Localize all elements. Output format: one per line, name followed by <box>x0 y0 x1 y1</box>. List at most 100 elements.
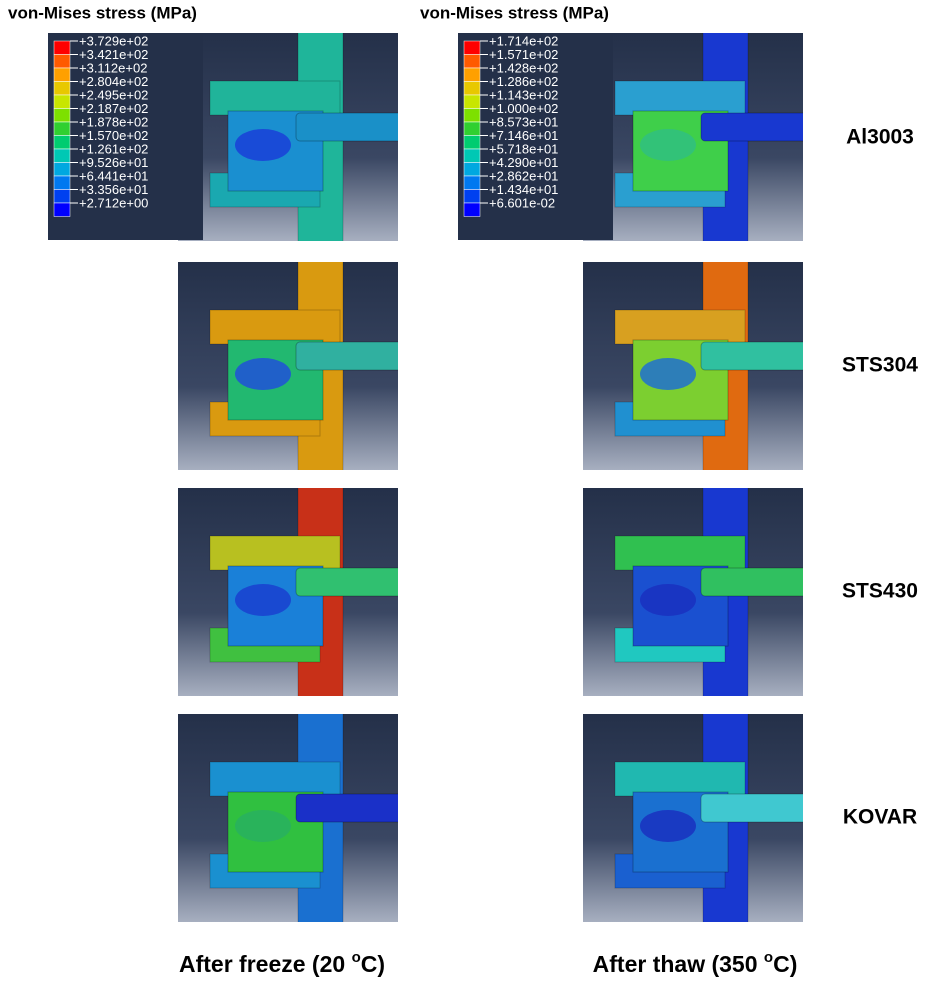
contour-panel <box>178 33 398 241</box>
legend-label: +2.804e+02 <box>79 74 148 89</box>
legend-label: +6.601e-02 <box>489 195 555 210</box>
legend-label: +6.441e+01 <box>79 168 148 183</box>
legend-label: +1.878e+02 <box>79 114 148 129</box>
stress-blob <box>640 584 696 616</box>
legend-label: +5.718e+01 <box>489 141 558 156</box>
legend-label: +9.526e+01 <box>79 155 148 170</box>
tube <box>295 567 398 597</box>
header: von-Mises stress (MPa) <box>420 3 609 22</box>
legend-label: +3.356e+01 <box>79 182 148 197</box>
legend-label: +1.261e+02 <box>79 141 148 156</box>
legend-swatch <box>463 54 481 69</box>
legend-label: +1.143e+02 <box>489 87 558 102</box>
legend-label: +1.428e+02 <box>489 60 558 75</box>
upper-flange <box>614 309 746 345</box>
contour-panel <box>583 488 803 696</box>
legend-swatch <box>53 148 71 163</box>
upper-flange <box>209 535 341 571</box>
legend-swatch <box>463 94 481 109</box>
panel-body <box>178 33 398 241</box>
legend: +1.714e+02+1.571e+02+1.428e+02+1.286e+02… <box>458 33 613 240</box>
legend-label: +1.714e+02 <box>489 33 558 48</box>
panel-body <box>583 33 803 241</box>
legend-swatch <box>53 94 71 109</box>
legend: +3.729e+02+3.421e+02+3.112e+02+2.804e+02… <box>48 33 203 240</box>
legend-label: +1.571e+02 <box>489 47 558 62</box>
legend-label: +2.495e+02 <box>79 87 148 102</box>
legend-swatch <box>463 148 481 163</box>
stress-blob <box>640 358 696 390</box>
legend-label: +1.286e+02 <box>489 74 558 89</box>
legend-label: +1.434e+01 <box>489 182 558 197</box>
legend-label: +3.112e+02 <box>79 60 147 75</box>
contour-panel <box>178 262 398 470</box>
label-tail: C) <box>361 951 385 977</box>
panel-body <box>583 714 803 922</box>
legend-swatch <box>463 67 481 82</box>
column-label: After thaw (350 oC) <box>593 949 798 977</box>
legend-label: +1.570e+02 <box>79 128 148 143</box>
tube <box>700 567 803 597</box>
tube <box>700 112 803 142</box>
upper-flange <box>614 761 746 797</box>
row-label: STS430 <box>842 580 918 603</box>
header: von-Mises stress (MPa) <box>8 3 197 22</box>
legend-label: +1.000e+02 <box>489 101 558 116</box>
panel-body <box>583 488 803 696</box>
legend-swatch <box>53 40 71 55</box>
tube <box>700 341 803 371</box>
upper-flange <box>209 80 341 116</box>
legend-label: +4.290e+01 <box>489 155 558 170</box>
contour-panel <box>583 714 803 922</box>
legend-label: +2.187e+02 <box>79 101 148 116</box>
panel-body <box>178 488 398 696</box>
panel-body <box>178 262 398 470</box>
legend-swatch <box>463 202 481 217</box>
legend-swatch <box>463 162 481 177</box>
contour-panel <box>583 262 803 470</box>
legend-swatch <box>463 108 481 123</box>
row-label: KOVAR <box>843 806 917 829</box>
tube <box>700 793 803 823</box>
legend-swatch <box>53 175 71 190</box>
legend-swatch <box>463 175 481 190</box>
contour-panel <box>178 488 398 696</box>
legend-swatch <box>53 202 71 217</box>
legend-swatch <box>463 81 481 96</box>
legend-swatch <box>463 40 481 55</box>
stress-blob <box>640 810 696 842</box>
legend-swatch <box>53 54 71 69</box>
legend-label: +2.712e+00 <box>79 195 148 210</box>
stress-blob <box>235 129 291 161</box>
legend-swatch <box>53 162 71 177</box>
contour-panel <box>178 714 398 922</box>
upper-flange <box>209 309 341 345</box>
tube <box>295 793 398 823</box>
legend-swatch <box>53 67 71 82</box>
legend-swatch <box>53 189 71 204</box>
label-text: After thaw (350 <box>593 951 764 977</box>
legend-label: +2.862e+01 <box>489 168 558 183</box>
stress-blob <box>235 584 291 616</box>
stress-blob <box>640 129 696 161</box>
legend-label: +3.729e+02 <box>79 33 148 48</box>
tube <box>295 341 398 371</box>
label-text: After freeze (20 <box>179 951 352 977</box>
label-sup: o <box>352 949 361 966</box>
tube <box>295 112 398 142</box>
stress-blob <box>235 810 291 842</box>
row-label: STS304 <box>842 354 918 377</box>
row-label: Al3003 <box>846 126 914 149</box>
legend-swatch <box>463 189 481 204</box>
stress-blob <box>235 358 291 390</box>
panel-body <box>178 714 398 922</box>
legend-label: +8.573e+01 <box>489 114 558 129</box>
legend-swatch <box>53 135 71 150</box>
upper-flange <box>614 80 746 116</box>
label-tail: C) <box>773 951 797 977</box>
legend-label: +7.146e+01 <box>489 128 558 143</box>
upper-flange <box>614 535 746 571</box>
legend-swatch <box>53 81 71 96</box>
